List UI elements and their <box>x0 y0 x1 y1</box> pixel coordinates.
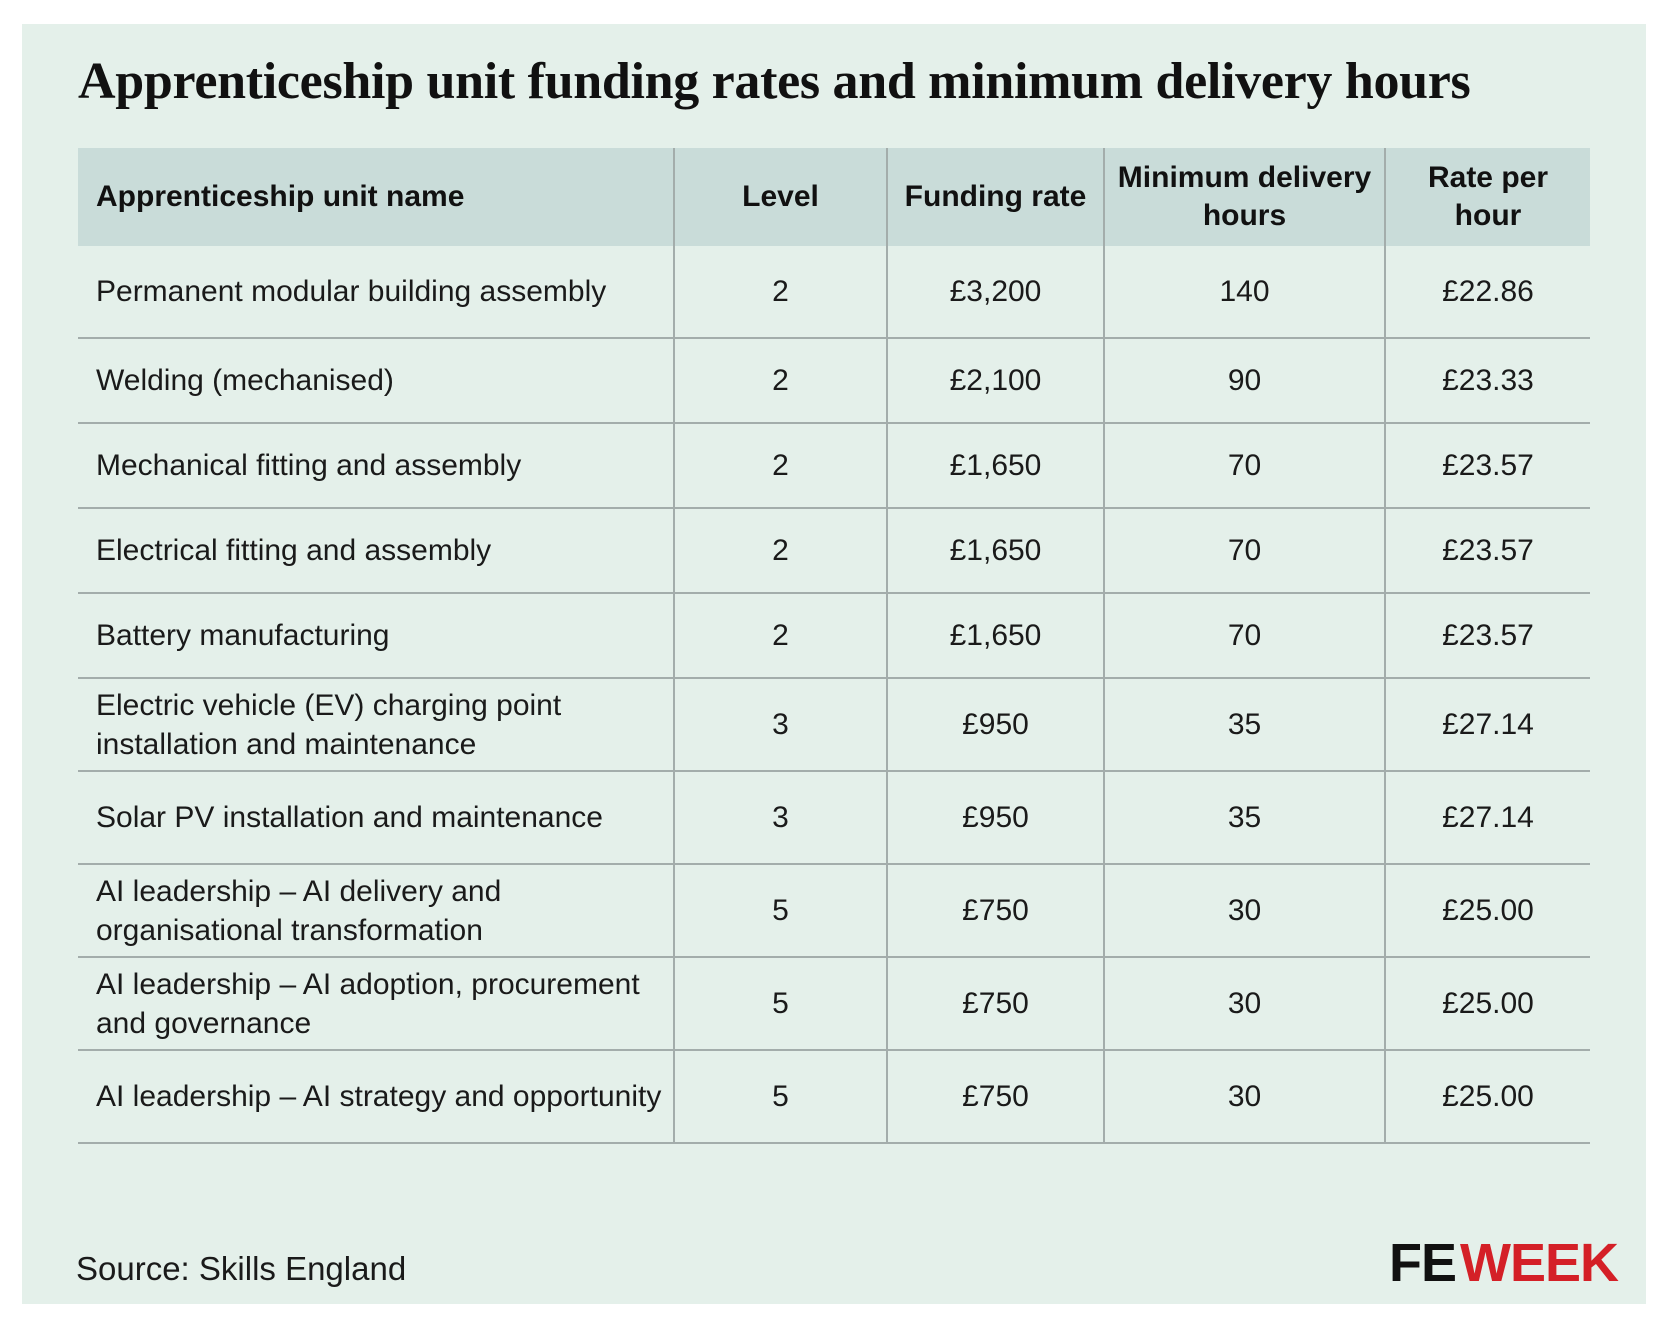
cell-level: 3 <box>673 771 887 864</box>
cell-minimum-delivery-hours: 30 <box>1103 864 1385 957</box>
cell-unit-name: Electrical fitting and assembly <box>96 534 492 567</box>
cell-minimum-delivery-hours: 35 <box>1103 771 1385 864</box>
cell-level: 2 <box>673 338 887 423</box>
cell-unit-name: AI leadership – AI delivery and organisa… <box>96 874 502 947</box>
cell-unit-name: Battery manufacturing <box>96 619 390 652</box>
cell-funding-rate: £2,100 <box>886 338 1104 423</box>
header-funding-rate: Funding rate <box>886 148 1104 246</box>
cell-minimum-delivery-hours: 70 <box>1103 423 1385 508</box>
header-rate-per-hour: Rate per hour <box>1384 148 1590 246</box>
infographic-card: Apprenticeship unit funding rates and mi… <box>22 24 1646 1304</box>
cell-minimum-delivery-hours: 30 <box>1103 957 1385 1050</box>
cell-unit-name: AI leadership – AI adoption, procurement… <box>96 967 640 1040</box>
source-note: Source: Skills England <box>76 1250 407 1287</box>
cell-level: 5 <box>673 957 887 1050</box>
cell-funding-rate: £1,650 <box>886 593 1104 678</box>
logo-week-text: WEEK <box>1460 1233 1619 1293</box>
cell-unit-name: Permanent modular building assembly <box>96 275 607 308</box>
cell-level: 2 <box>673 593 887 678</box>
cell-minimum-delivery-hours: 140 <box>1103 246 1385 338</box>
cell-minimum-delivery-hours: 35 <box>1103 678 1385 771</box>
cell-unit-name: AI leadership – AI strategy and opportun… <box>96 1080 662 1113</box>
table-row: Permanent modular building assembly 2 £3,2… <box>78 246 1590 338</box>
cell-funding-rate: £750 <box>886 1050 1104 1143</box>
cell-funding-rate: £750 <box>886 864 1104 957</box>
cell-funding-rate: £950 <box>886 678 1104 771</box>
cell-funding-rate: £1,650 <box>886 508 1104 593</box>
cell-minimum-delivery-hours: 70 <box>1103 508 1385 593</box>
header-minimum-delivery-hours: Minimum delivery hours <box>1103 148 1385 246</box>
cell-funding-rate: £3,200 <box>886 246 1104 338</box>
funding-table: Apprenticeship unit name Level Funding r… <box>78 148 1590 1144</box>
table-row: AI leadership – AI strategy and opportun… <box>78 1050 1590 1143</box>
cell-minimum-delivery-hours: 30 <box>1103 1050 1385 1143</box>
cell-unit-name: Electric vehicle (EV) charging point ins… <box>96 688 562 761</box>
logo-fe-text: FE <box>1388 1233 1457 1293</box>
cell-funding-rate: £750 <box>886 957 1104 1050</box>
table-row: AI leadership – AI delivery and organisa… <box>78 864 1590 957</box>
cell-level: 2 <box>673 508 887 593</box>
table-row: Mechanical fitting and assembly 2 £1,650 70… <box>78 423 1590 508</box>
cell-level: 2 <box>673 423 887 508</box>
cell-level: 5 <box>673 864 887 957</box>
cell-minimum-delivery-hours: 70 <box>1103 593 1385 678</box>
table-body: Permanent modular building assembly 2 £3,2… <box>78 246 1590 1143</box>
cell-level: 3 <box>673 678 887 771</box>
cell-minimum-delivery-hours: 90 <box>1103 338 1385 423</box>
fe-week-logo: FEWEEK <box>1388 1233 1619 1293</box>
cell-rate-per-hour: £22.86 <box>1384 246 1590 338</box>
cell-rate-per-hour: £25.00 <box>1384 957 1590 1050</box>
cell-level: 5 <box>673 1050 887 1143</box>
table-row: Welding (mechanised) 2 £2,100 90 £23.33 <box>78 338 1590 423</box>
cell-funding-rate: £1,650 <box>886 423 1104 508</box>
cell-rate-per-hour: £25.00 <box>1384 864 1590 957</box>
table-row: Solar PV installation and maintenance 3 £9… <box>78 771 1590 864</box>
cell-unit-name: Mechanical fitting and assembly <box>96 449 522 482</box>
cell-rate-per-hour: £23.33 <box>1384 338 1590 423</box>
table-row: Electrical fitting and assembly 2 £1,650 70… <box>78 508 1590 593</box>
cell-unit-name: Solar PV installation and maintenance <box>96 801 603 834</box>
cell-rate-per-hour: £25.00 <box>1384 1050 1590 1143</box>
table-row: AI leadership – AI adoption, procurement… <box>78 957 1590 1050</box>
cell-rate-per-hour: £27.14 <box>1384 771 1590 864</box>
cell-rate-per-hour: £23.57 <box>1384 423 1590 508</box>
cell-funding-rate: £950 <box>886 771 1104 864</box>
cell-unit-name: Welding (mechanised) <box>96 364 394 397</box>
cell-rate-per-hour: £23.57 <box>1384 593 1590 678</box>
header-level: Level <box>673 148 887 246</box>
chart-title: Apprenticeship unit funding rates and mi… <box>78 53 1471 110</box>
table-row: Battery manufacturing 2 £1,650 70 £23.57 <box>78 593 1590 678</box>
table-row: Electric vehicle (EV) charging point ins… <box>78 678 1590 771</box>
table-header-row: Apprenticeship unit name Level Funding r… <box>78 148 1590 246</box>
cell-level: 2 <box>673 246 887 338</box>
cell-rate-per-hour: £27.14 <box>1384 678 1590 771</box>
cell-rate-per-hour: £23.57 <box>1384 508 1590 593</box>
header-unit-name: Apprenticeship unit name <box>96 180 465 213</box>
